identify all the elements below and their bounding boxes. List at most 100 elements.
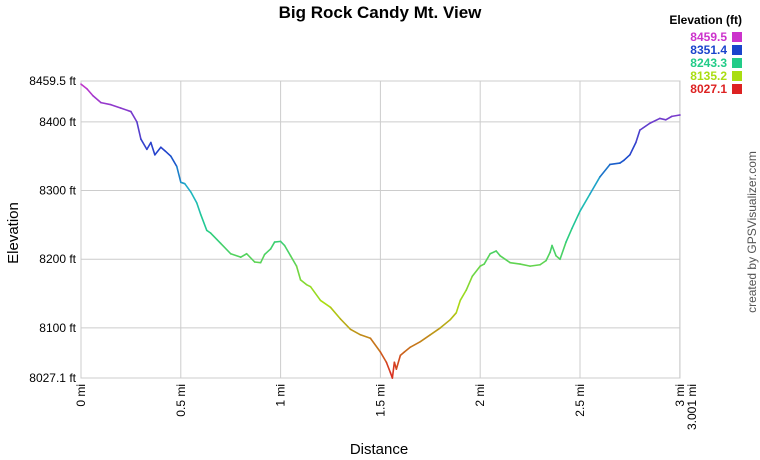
- profile-segment: [273, 240, 282, 243]
- profile-segment: [176, 165, 182, 184]
- profile-segment: [403, 346, 412, 353]
- profile-segment: [529, 263, 541, 267]
- y-tick-label: 8200 ft: [39, 252, 76, 266]
- legend-swatch: [732, 57, 742, 68]
- profile-segment: [489, 250, 497, 255]
- profile-segment: [295, 265, 302, 281]
- profile-segment: [483, 252, 491, 265]
- profile-segment: [609, 162, 621, 166]
- profile-segment: [439, 318, 452, 329]
- profile-segment: [219, 242, 232, 255]
- profile-segment: [189, 191, 198, 204]
- x-axis-ticks: 0 mi 0.5 mi 1 mi 1.5 mi 2 mi 2.5 mi 3 mi3.001 …: [74, 384, 699, 430]
- y-axis-label: Elevation: [5, 202, 22, 264]
- profile-segment: [319, 299, 332, 309]
- profile-segment: [459, 289, 468, 302]
- profile-segment: [170, 155, 178, 168]
- legend-entry: 8135.2: [632, 69, 742, 83]
- profile-segment: [385, 361, 392, 374]
- profile-segment: [283, 244, 292, 257]
- profile-segment: [589, 176, 601, 195]
- profile-segment: [619, 159, 625, 164]
- profile-segment: [671, 114, 681, 118]
- legend-entry: 8243.3: [632, 55, 742, 70]
- profile-segment: [395, 354, 402, 370]
- profile-segment: [183, 182, 192, 193]
- profile-segment: [120, 107, 132, 113]
- legend-title: Elevation (ft): [669, 13, 742, 27]
- profile-segment: [519, 263, 531, 267]
- profile-segment: [551, 244, 557, 257]
- profile-segment: [499, 255, 511, 264]
- legend-entry-label: 8351.4: [690, 42, 727, 57]
- profile-segment: [110, 103, 122, 109]
- profile-segment: [545, 251, 551, 262]
- profile-segment: [164, 149, 172, 158]
- profile-segment: [154, 146, 162, 156]
- x-tick-label: 3 mi: [673, 384, 687, 407]
- profile-segment: [339, 318, 352, 331]
- x-tick-label: 1.5 mi: [373, 384, 387, 417]
- y-axis-ticks: 8459.5 ft 8400 ft 8300 ft 8200 ft 8100 ft 802…: [29, 74, 76, 385]
- profile-segment: [495, 250, 501, 257]
- profile-segment: [571, 210, 581, 230]
- y-tick-label: 8027.1 ft: [29, 371, 76, 385]
- profile-segment: [86, 88, 94, 97]
- profile-segment: [160, 146, 166, 152]
- profile-segment: [199, 213, 208, 232]
- profile-segment: [649, 117, 661, 125]
- profile-segment: [309, 285, 322, 302]
- chart-legend: Elevation (ft) 8459.5 8351.4 8243.3 8135.2 8…: [632, 13, 742, 96]
- elevation-profile-line: [80, 83, 681, 379]
- x-tick-label: 3.001 mi: [685, 384, 699, 430]
- profile-segment: [409, 340, 422, 348]
- profile-segment: [391, 361, 396, 379]
- x-tick-label: 0 mi: [74, 384, 88, 407]
- legend-swatch: [732, 44, 742, 55]
- y-tick-label: 8100 ft: [39, 321, 76, 335]
- profile-segment: [150, 141, 156, 156]
- legend-swatch: [732, 31, 742, 42]
- profile-segment: [599, 163, 611, 178]
- chart-title: Big Rock Candy Mt. View: [278, 3, 482, 22]
- legend-entry: 8459.5: [632, 29, 742, 44]
- profile-segment: [629, 141, 637, 156]
- profile-segment: [205, 229, 212, 234]
- profile-segment: [471, 265, 482, 278]
- profile-segment: [130, 110, 138, 123]
- profile-segment: [269, 241, 276, 250]
- grid-lines: [80, 80, 681, 379]
- profile-segment: [429, 327, 442, 336]
- y-tick-label: 8459.5 ft: [29, 74, 76, 88]
- profile-segment: [349, 328, 362, 336]
- x-tick-label: 2.5 mi: [573, 384, 587, 417]
- profile-segment: [245, 252, 256, 263]
- profile-segment: [539, 259, 547, 266]
- profile-segment: [379, 351, 388, 364]
- profile-segment: [369, 337, 382, 353]
- profile-segment: [565, 227, 573, 243]
- profile-segment: [146, 141, 152, 151]
- profile-segment: [449, 312, 458, 321]
- profile-segment: [465, 275, 474, 291]
- legend-entry-label: 8027.1: [690, 81, 727, 96]
- profile-segment: [419, 333, 432, 343]
- profile-segment: [136, 121, 142, 140]
- legend-entry-label: 8243.3: [690, 55, 727, 70]
- profile-segment: [455, 299, 462, 314]
- profile-segment: [579, 193, 591, 212]
- profile-segment: [92, 94, 102, 104]
- profile-segment: [100, 101, 112, 106]
- legend-entry-label: 8459.5: [690, 29, 727, 44]
- profile-segment: [665, 115, 673, 121]
- y-tick-label: 8300 ft: [39, 184, 76, 198]
- profile-segment: [259, 253, 266, 264]
- profile-segment: [239, 252, 248, 258]
- profile-segment: [263, 248, 272, 256]
- y-tick-label: 8400 ft: [39, 115, 76, 129]
- legend-swatch: [732, 83, 742, 94]
- profile-segment: [195, 202, 202, 216]
- profile-segment: [359, 333, 372, 340]
- legend-swatch: [732, 70, 742, 81]
